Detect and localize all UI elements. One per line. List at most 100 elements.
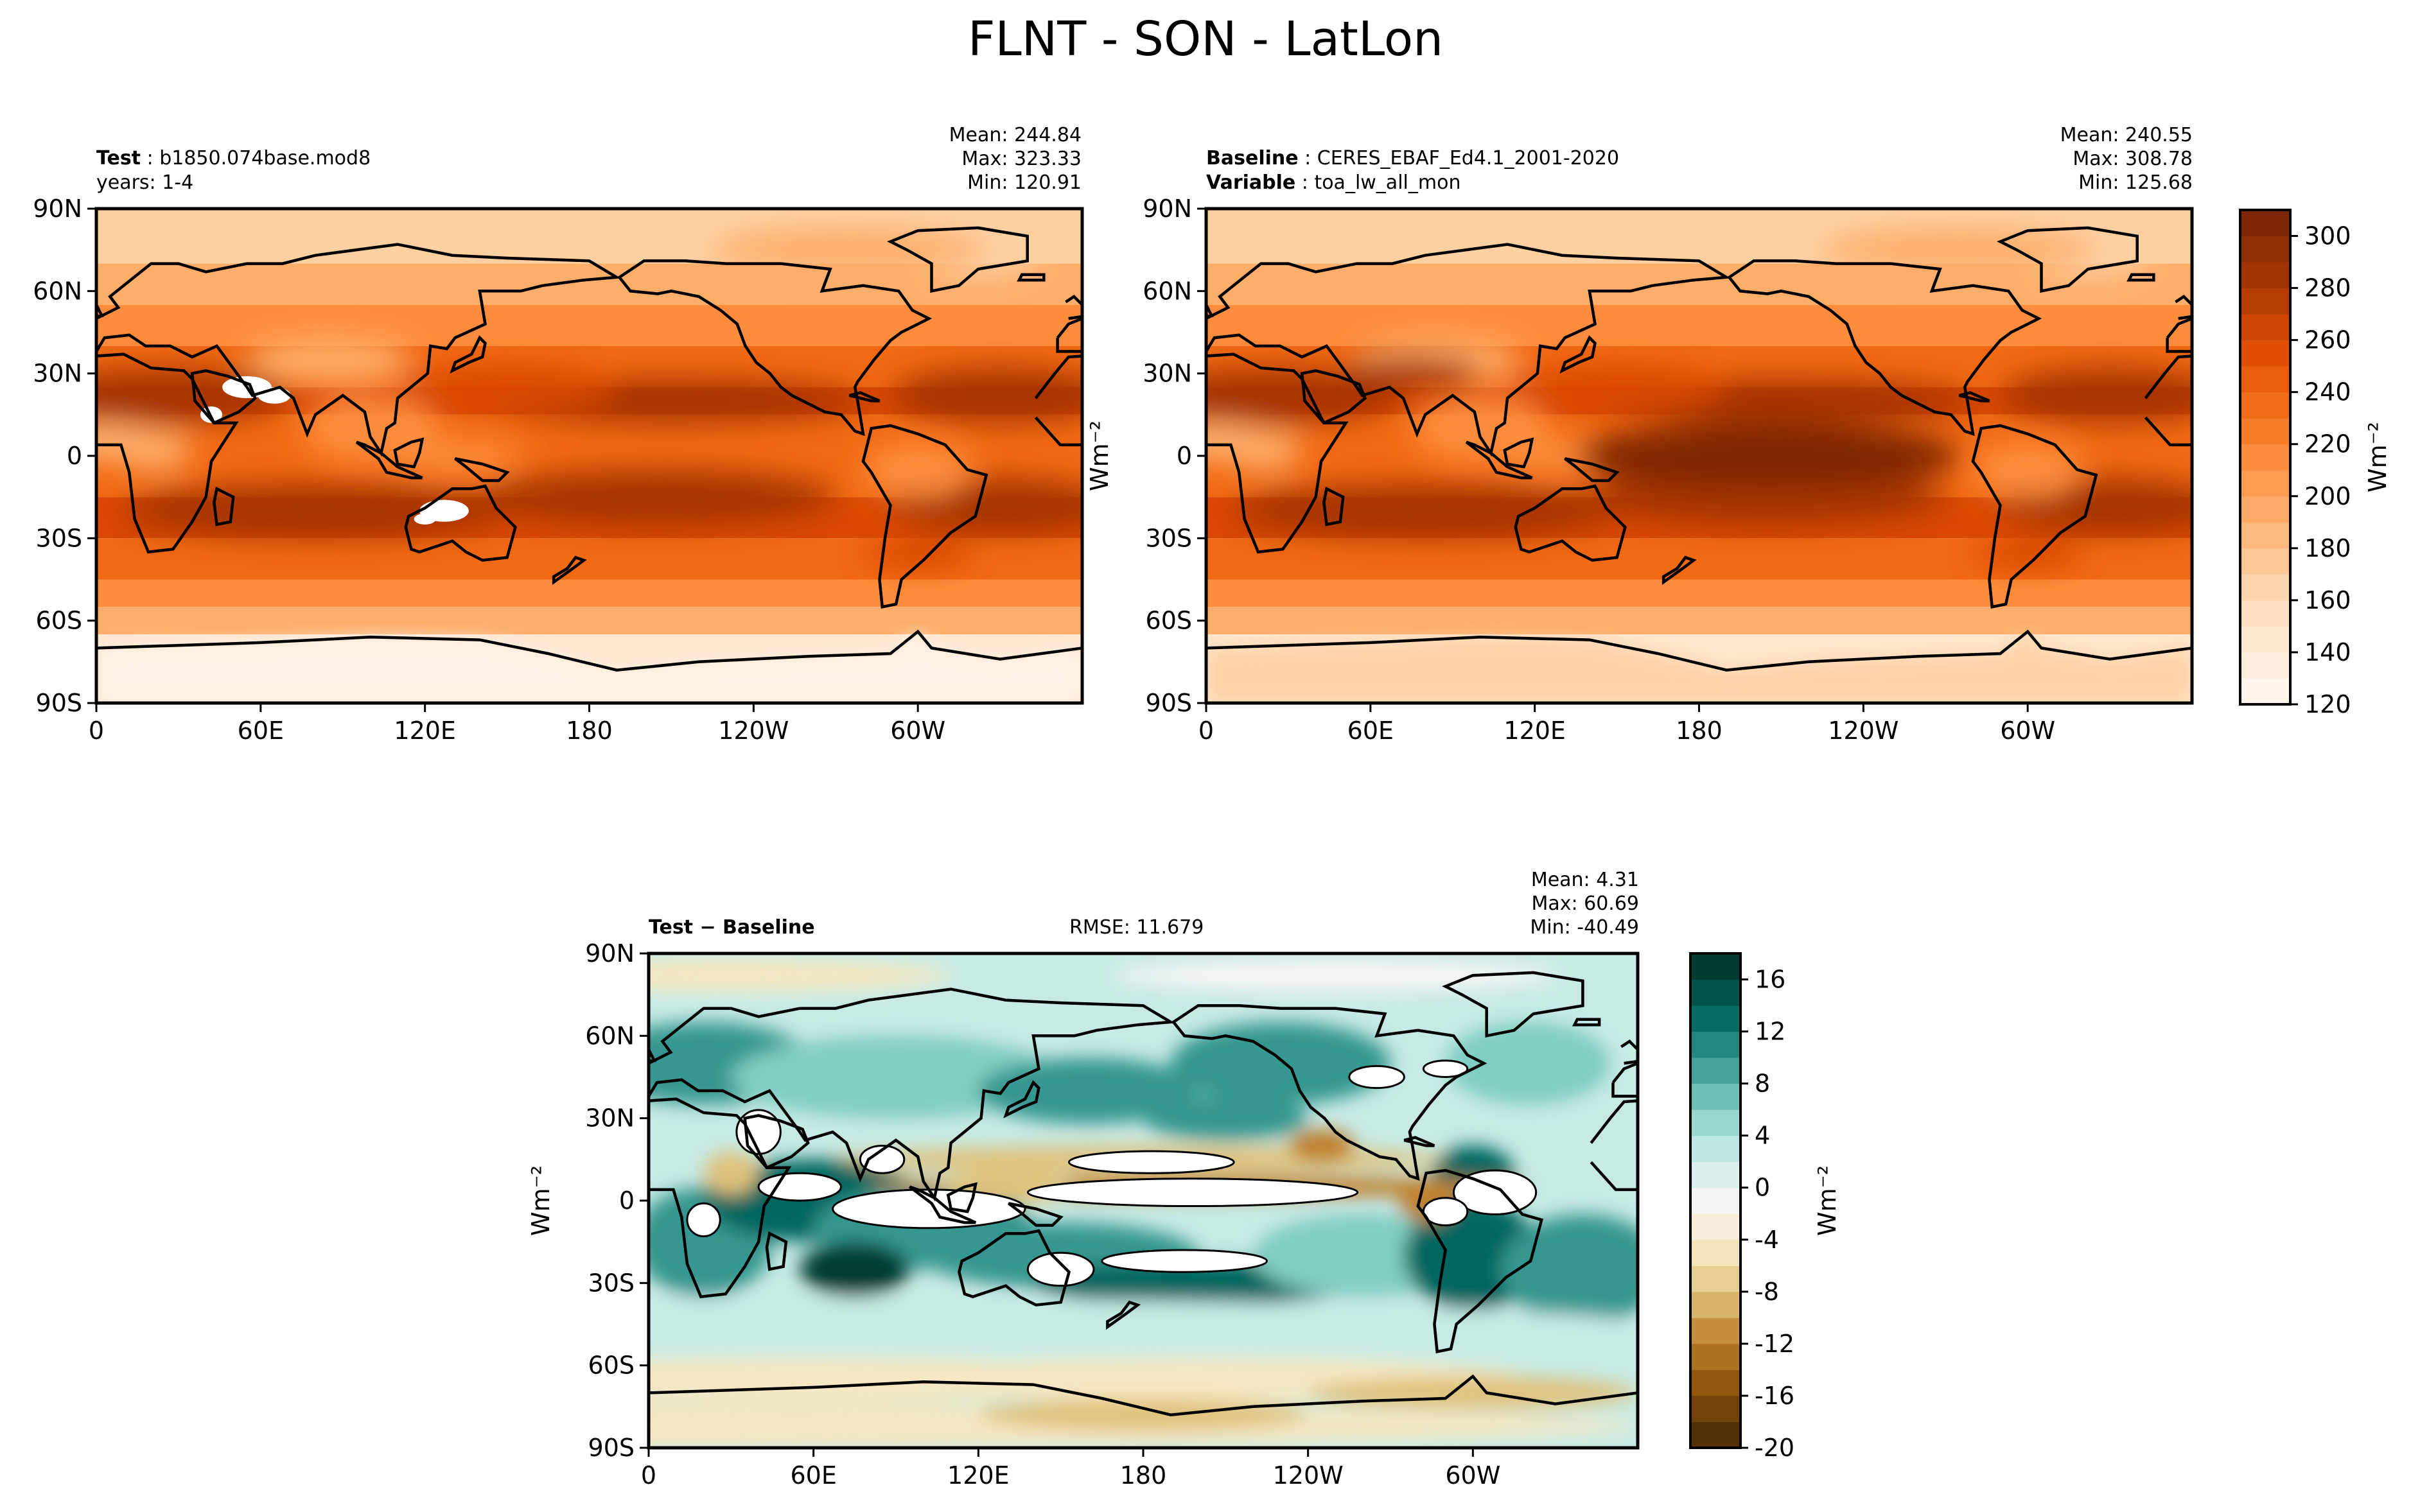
flnt-colorbar-label: Wm⁻² [2363, 422, 2392, 492]
diff-min: Min: -40.49 [1530, 916, 1639, 939]
diff-colorbar-level [1690, 1213, 1740, 1240]
test-map-ytick-label: 90N [33, 195, 82, 223]
diff-colorbar-level [1690, 979, 1740, 1006]
test-map-xtick-label: 120W [718, 717, 789, 745]
diff-map-xtick-label: 60E [790, 1461, 836, 1490]
diff-colorbar-tick-label: 12 [1755, 1018, 1785, 1046]
diff-mean: Mean: 4.31 [1530, 869, 1639, 891]
baseline-max: Max: 308.78 [2073, 148, 2193, 170]
diff-map-xtick-label: 120E [947, 1461, 1010, 1490]
diff-map-ytick-label: 60N [585, 1021, 635, 1050]
test-min: Min: 120.91 [967, 171, 1082, 194]
flnt-colorbar-level [2240, 626, 2290, 653]
diff-map-ytick-label: 90S [588, 1434, 635, 1462]
diff-ylabel: Wm⁻² [527, 1165, 555, 1236]
flnt-colorbar-level [2240, 548, 2290, 575]
diff-colorbar-tick-label: -8 [1755, 1278, 1779, 1306]
test-map-xtick-label: 120E [394, 717, 456, 745]
test-map-xtick-label: 180 [566, 717, 613, 745]
test-max: Max: 323.33 [961, 148, 1082, 170]
diff-colorbar-level [1690, 1083, 1740, 1110]
test-label: Test : b1850.074base.mod8 [96, 147, 371, 169]
flnt-colorbar-level [2240, 340, 2290, 367]
flnt-colorbar-level [2240, 574, 2290, 601]
diff-map-ytick-label: 30N [585, 1104, 635, 1133]
flnt-colorbar-level [2240, 236, 2290, 263]
diff-map-ytick-label: 60S [588, 1351, 635, 1380]
flnt-colorbar: 120 140 160 180 200 220 240 260 280 300 Wm⁻² [2239, 209, 2392, 718]
baseline-variable: Variable : toa_lw_all_mon [1206, 171, 1461, 194]
diff-colorbar-label: Wm⁻² [1813, 1165, 1841, 1236]
baseline-map-ytick-label: 90N [1143, 195, 1192, 223]
baseline-map-ytick-label: 30S [1146, 524, 1192, 552]
flnt-colorbar-level [2240, 418, 2290, 445]
flnt-colorbar-level [2240, 366, 2290, 393]
flnt-colorbar-level [2240, 262, 2290, 289]
diff-map-ytick-label: 30S [588, 1269, 635, 1297]
diff-colorbar-level [1690, 1291, 1740, 1318]
flnt-colorbar-level [2240, 288, 2290, 315]
flnt-colorbar-tick-label: 160 [2304, 586, 2351, 614]
test-years: years: 1-4 [96, 171, 194, 194]
diff-map-xtick-label: 120W [1273, 1461, 1344, 1490]
flnt-colorbar-level [2240, 496, 2290, 523]
diff-map-ytick-label: 90N [585, 939, 635, 968]
diff-colorbar-tick-label: 8 [1755, 1070, 1770, 1098]
diff-colorbar-level [1690, 1239, 1740, 1266]
diff-label: Test − Baseline [649, 916, 815, 939]
flnt-colorbar-tick-label: 180 [2304, 534, 2351, 562]
test-map-xtick-label: 0 [89, 717, 104, 745]
diff-colorbar-level [1690, 1343, 1740, 1370]
flnt-colorbar-tick-label: 280 [2304, 274, 2351, 302]
baseline-map-ytick-label: 0 [1177, 442, 1192, 470]
flnt-colorbar-level [2240, 210, 2290, 237]
baseline-map-xtick-label: 60W [2000, 717, 2055, 745]
flnt-colorbar-tick-label: 260 [2304, 326, 2351, 354]
flnt-colorbar-level [2240, 470, 2290, 497]
test-map-ytick-label: 0 [67, 442, 82, 470]
flnt-colorbar-level [2240, 522, 2290, 549]
baseline-map-ytick-label: 90S [1146, 689, 1192, 717]
test-map-xtick-label: 60W [890, 717, 945, 745]
diff-colorbar-level [1690, 1317, 1740, 1344]
baseline-map-ytick-label: 60N [1143, 277, 1192, 305]
diff-colorbar-tick-label: -4 [1755, 1226, 1779, 1254]
flnt-colorbar-level [2240, 392, 2290, 419]
diff-colorbar-level [1690, 1395, 1740, 1422]
diff-max: Max: 60.69 [1531, 892, 1639, 915]
flnt-colorbar-tick-label: 220 [2304, 430, 2351, 458]
diff-map-xtick-label: 60W [1445, 1461, 1500, 1490]
diff-map-xtick-label: 180 [1120, 1461, 1167, 1490]
figure-title: FLNT - SON - LatLon [967, 12, 1444, 67]
diff-colorbar-tick-label: 4 [1755, 1122, 1770, 1150]
baseline-mean: Mean: 240.55 [2060, 124, 2193, 146]
diff-colorbar-level [1690, 1265, 1740, 1292]
flnt-colorbar-tick-label: 120 [2304, 690, 2351, 718]
flnt-colorbar-tick-label: 240 [2304, 378, 2351, 406]
diff-colorbar-level [1690, 1421, 1740, 1448]
diff-map-field [649, 953, 1638, 1448]
baseline-min: Min: 125.68 [2078, 171, 2193, 194]
diff-colorbar-level [1690, 953, 1740, 980]
diff-colorbar-level [1690, 1187, 1740, 1214]
test-map-ytick-label: 30S [36, 524, 82, 552]
flnt-colorbar-tick-label: 200 [2304, 482, 2351, 510]
test-mean: Mean: 244.84 [949, 124, 1082, 146]
test-map-xtick-label: 60E [238, 717, 284, 745]
diff-colorbar-tick-label: -16 [1755, 1382, 1794, 1410]
diff-colorbar-level [1690, 1109, 1740, 1136]
test-map-ytick-label: 30N [33, 360, 82, 388]
baseline-label: Baseline : CERES_EBAF_Ed4.1_2001-2020 [1206, 147, 1620, 169]
diff-colorbar: -20 -16 -12 -8 -4 0 4 8 12 16 Wm⁻² [1689, 952, 1841, 1462]
diff-colorbar-level [1690, 1031, 1740, 1058]
flnt-colorbar-tick-label: 300 [2304, 222, 2351, 250]
diff-colorbar-level [1690, 1057, 1740, 1084]
flnt-colorbar-level [2240, 314, 2290, 341]
flnt-colorbar-level [2240, 600, 2290, 627]
test-map-ytick-label: 60S [36, 607, 82, 635]
flnt-colorbar-level [2240, 652, 2290, 679]
baseline-map-xtick-label: 0 [1198, 717, 1214, 745]
baseline-map-xtick-label: 180 [1676, 717, 1723, 745]
diff-map-xtick-label: 0 [641, 1461, 656, 1490]
